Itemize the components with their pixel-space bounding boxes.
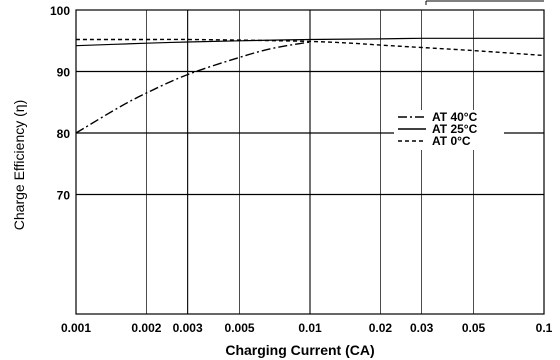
- x-tick-label: 0.01: [298, 321, 322, 335]
- grid-lines: [76, 10, 544, 314]
- x-tick-label: 0.03: [410, 321, 434, 335]
- x-tick-label: 0.005: [225, 321, 255, 335]
- x-tick-label: 0.001: [61, 321, 91, 335]
- series-line-40c: [75, 41, 311, 134]
- legend: AT 40°CAT 25°CAT 0°C: [394, 110, 504, 150]
- x-axis-label: Charging Current (CA): [225, 342, 374, 358]
- tick-labels: 0.001 0.002 0.003 0.005 0.01 0.02 0.03 0.05 0.1 1…: [50, 4, 553, 335]
- legend-label: AT 40°C: [432, 110, 478, 124]
- x-tick-label: 0.1: [536, 321, 553, 335]
- y-axis-label: Charge Efficiency (η): [11, 100, 27, 230]
- legend-label: AT 0°C: [432, 134, 471, 148]
- x-tick-label: 0.05: [462, 321, 486, 335]
- x-tick-label: 0.02: [369, 321, 393, 335]
- legend-label: AT 25°C: [432, 122, 478, 136]
- y-tick-label: 70: [57, 189, 71, 203]
- y-tick-label: 100: [50, 4, 70, 18]
- legend-background: [394, 110, 504, 150]
- plot-frame: [75, 9, 545, 315]
- series-line-25c: [75, 37, 544, 47]
- y-tick-label: 80: [57, 127, 71, 141]
- x-tick-label: 0.002: [131, 321, 161, 335]
- x-tick-label: 0.003: [173, 321, 203, 335]
- y-tick-label: 90: [57, 66, 71, 80]
- series-lines: [75, 37, 545, 134]
- series-line-0c: [75, 38, 545, 57]
